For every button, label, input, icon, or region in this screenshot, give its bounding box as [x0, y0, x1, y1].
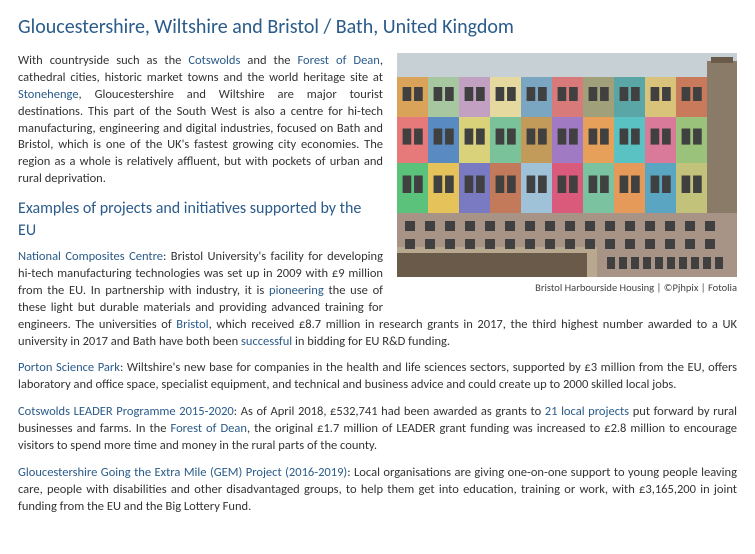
hero-figure: Bristol Harbourside Housing | ©Pjhpix | … [397, 53, 737, 295]
hero-image [397, 53, 737, 277]
link-pioneering[interactable]: pioneering [269, 283, 324, 298]
link-forest-of-dean-2[interactable]: Forest of Dean [171, 421, 247, 436]
link-leader[interactable]: Cotswolds LEADER Programme 2015-2020 [18, 404, 234, 419]
link-cotswolds[interactable]: Cotswolds [188, 53, 240, 68]
figure-caption: Bristol Harbourside Housing | ©Pjhpix | … [397, 281, 737, 295]
link-21-projects[interactable]: 21 local projects [545, 404, 629, 419]
link-forest-of-dean[interactable]: Forest of Dean [297, 53, 379, 68]
link-stonehenge[interactable]: Stonehenge [18, 87, 79, 102]
paragraph-gem: Gloucestershire Going the Extra Mile (GE… [18, 465, 737, 516]
link-bristol[interactable]: Bristol [176, 317, 208, 332]
paragraph-leader: Cotswolds LEADER Programme 2015-2020: As… [18, 404, 737, 455]
link-ncc[interactable]: National Composites Centre [18, 249, 163, 264]
link-successful[interactable]: successful [241, 334, 292, 349]
paragraph-porton: Porton Science Park: Wiltshire's new bas… [18, 360, 737, 394]
link-gem[interactable]: Gloucestershire Going the Extra Mile (GE… [18, 465, 347, 480]
link-porton[interactable]: Porton Science Park [18, 360, 120, 375]
page-title: Gloucestershire, Wiltshire and Bristol /… [18, 14, 737, 41]
